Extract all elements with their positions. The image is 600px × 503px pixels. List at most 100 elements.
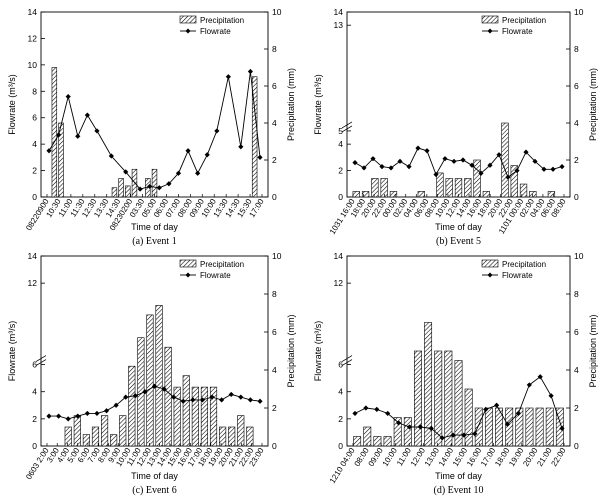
flowrate-point (352, 410, 358, 417)
flowrate-point (442, 156, 448, 162)
legend-flowrate-label: Flowrate (502, 271, 533, 280)
right-axis-label: Precipitation (mm) (588, 314, 598, 387)
flowrate-point (123, 394, 129, 400)
left-tick-label: 14 (334, 7, 344, 17)
right-tick-label: 8 (574, 44, 579, 54)
precipitation-bar (529, 191, 537, 198)
chart-panel-1: 0246810121402468100822090010:3011:0011:3… (7, 7, 296, 247)
flowrate-point (190, 397, 196, 403)
flowrate-point (228, 391, 234, 398)
flowrate-line (49, 385, 261, 420)
legend-precipitation-label: Precipitation (200, 260, 244, 269)
right-tick-label: 0 (272, 441, 277, 451)
right-tick-label: 8 (574, 289, 579, 299)
precipitation-bar (209, 386, 218, 447)
flowrate-point (460, 157, 466, 163)
precipitation-bar (146, 314, 154, 447)
axis-break-mark (35, 355, 47, 366)
flowrate-point (450, 432, 456, 438)
x-axis-label: Time of day (131, 222, 178, 232)
flowrate-point (451, 158, 457, 164)
left-tick-label: 2 (32, 166, 37, 176)
right-tick-label: 8 (272, 289, 277, 299)
flowrate-point (550, 166, 556, 172)
left-tick-label: 2 (338, 166, 343, 176)
precipitation-bar (251, 76, 258, 198)
right-axis-label: Precipitation (mm) (588, 68, 598, 141)
right-tick-label: 0 (574, 441, 579, 451)
right-tick-label: 6 (574, 327, 579, 337)
legend-flowrate-label: Flowrate (200, 271, 231, 280)
precipitation-bar (58, 122, 64, 198)
flowrate-point (94, 128, 100, 134)
precipitation-bar (237, 415, 245, 447)
flowrate-point (199, 397, 206, 403)
right-tick-label: 6 (272, 327, 277, 337)
flowrate-point (113, 402, 119, 408)
right-tick-label: 0 (574, 192, 579, 202)
precipitation-bar (482, 191, 491, 198)
axis-break-mark (341, 355, 353, 366)
precipitation-bar (545, 407, 554, 447)
precipitation-bar (100, 415, 109, 447)
flowrate-point (487, 162, 493, 168)
flowrate-point (424, 148, 430, 154)
precipitation-bar (151, 168, 158, 198)
precipitation-bar (464, 178, 472, 198)
flowrate-point (161, 386, 167, 392)
flowrate-point (532, 158, 538, 164)
left-tick-label: 0 (32, 441, 37, 451)
precipitation-bar (473, 159, 481, 198)
precipitation-bar (155, 305, 163, 447)
flowrate-point (75, 133, 81, 139)
left-tick-label: 2 (32, 414, 37, 424)
precipitation-bar (389, 191, 398, 198)
flowrate-point (461, 432, 467, 438)
right-tick-label: 10 (574, 251, 584, 261)
precipitation-bar (403, 417, 412, 447)
precipitation-bar (417, 191, 425, 198)
legend-precipitation-label: Precipitation (502, 16, 546, 25)
precipitation-bar (373, 436, 382, 447)
precipitation-bar (131, 168, 138, 198)
flowrate-line (354, 376, 563, 439)
precipitation-bar (111, 187, 118, 198)
precipitation-bar (505, 407, 514, 447)
right-tick-label: 10 (574, 7, 584, 17)
flowrate-point (84, 410, 90, 417)
flowrate-point (185, 148, 191, 154)
right-tick-label: 0 (272, 192, 277, 202)
flowrate-point (417, 424, 423, 430)
precipitation-bar (424, 322, 433, 447)
left-tick-label: 13 (334, 20, 344, 30)
flowrate-point (406, 164, 412, 170)
precipitation-bar (64, 426, 72, 447)
left-tick-label: 4 (32, 387, 37, 397)
flowrate-point (559, 164, 565, 170)
flowrate-point (361, 165, 367, 171)
plot-frame (40, 255, 269, 447)
legend-bar-swatch (179, 15, 197, 24)
flowrate-point (370, 156, 376, 162)
precipitation-bar (495, 407, 503, 447)
flowrate-point (195, 170, 201, 176)
precipitation-bar (414, 350, 422, 447)
precipitation-bar (182, 375, 190, 447)
right-tick-label: 10 (272, 7, 282, 17)
right-tick-label: 4 (574, 365, 579, 375)
left-axis-label: Flowrate (m³/s) (7, 321, 17, 382)
legend-flowrate-label: Flowrate (502, 27, 533, 36)
right-tick-label: 4 (272, 365, 277, 375)
flowrate-point (209, 394, 215, 400)
flowrate-point (238, 144, 244, 150)
panel-caption: (a) Event 1 (132, 236, 176, 247)
flowrate-line (354, 147, 563, 178)
precipitation-bar (128, 365, 136, 447)
left-tick-label: 14 (334, 251, 344, 261)
left-tick-label: 8 (32, 86, 37, 96)
precipitation-bar (352, 191, 360, 198)
left-tick-label: 0 (338, 192, 343, 202)
precipitation-bar (353, 436, 362, 447)
